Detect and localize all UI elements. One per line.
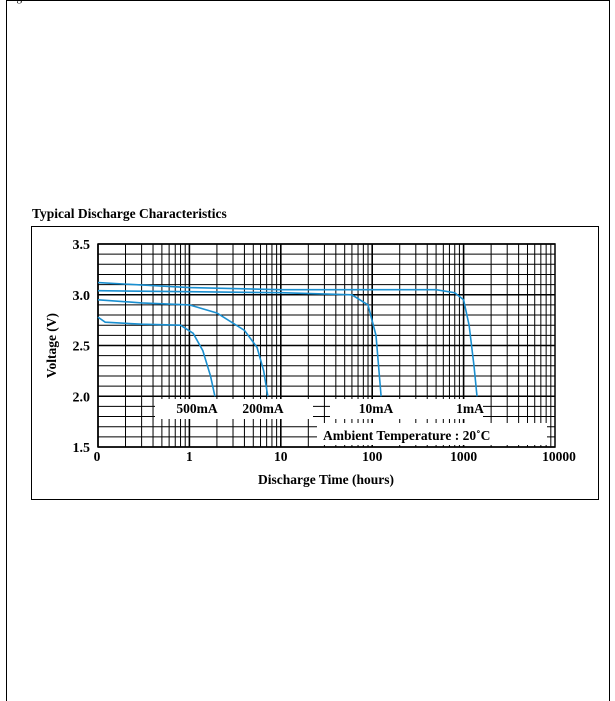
y-tick-label: 1.5 [73,441,91,456]
series-layer [97,281,478,397]
series-line-1ma [97,281,478,397]
y-tick-label: 3.5 [73,238,91,253]
header-fragment: ng [11,0,22,4]
x-tick-label: 1 [186,449,193,464]
x-tick-label: 1000 [450,449,477,464]
annotation-box [317,423,547,445]
section-title: Typical Discharge Characteristics [32,206,227,221]
x-tick-label: 0 [94,449,101,464]
series-label: 200mA [242,401,283,416]
label-layer: 500mA 200mA 10mA 1mA Ambient Temperature : 2… [44,238,576,487]
x-tick-label: 10000 [542,449,576,464]
series-line-200ma [97,299,269,397]
grid-layer [97,243,556,448]
series-label: 10mA [359,401,394,416]
series-line-500ma [97,316,216,397]
plot-border [97,243,556,448]
x-tick-label: 10 [274,449,288,464]
y-tick-label: 2.0 [73,390,91,405]
legend-box-left [155,399,313,419]
y-tick-label: 2.5 [73,340,91,355]
series-label: 1mA [456,401,484,416]
y-tick-label: 3.0 [73,289,91,304]
x-tick-label: 100 [362,449,383,464]
series-label: 500mA [176,401,217,416]
chart-frame [31,226,599,500]
y-axis-title: Voltage (V) [44,313,59,378]
legend-box-right [330,399,483,419]
ambient-temperature-annotation: Ambient Temperature : 20˚C [323,428,490,443]
series-line-10ma [97,289,382,397]
page-frame: ng [6,0,610,701]
x-axis-title: Discharge Time (hours) [258,472,394,487]
